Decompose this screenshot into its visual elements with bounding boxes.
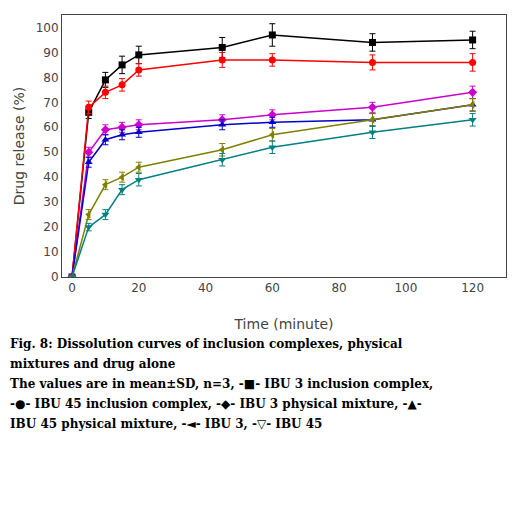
svg-text:Drug release (%): Drug release (%) <box>11 87 27 205</box>
svg-text:80: 80 <box>331 281 346 295</box>
svg-text:100: 100 <box>36 21 59 35</box>
svg-text:60: 60 <box>265 281 280 295</box>
svg-text:30: 30 <box>43 195 58 209</box>
svg-text:50: 50 <box>43 145 58 159</box>
svg-text:10: 10 <box>43 245 58 259</box>
svg-text:Fig. 8: Dissolution curves of: Fig. 8: Dissolution curves of inclusion … <box>10 337 403 351</box>
svg-text:80: 80 <box>43 71 58 85</box>
svg-text:90: 90 <box>43 46 58 60</box>
svg-text:mixtures and drug alone: mixtures and drug alone <box>10 357 176 371</box>
svg-text:0: 0 <box>68 281 76 295</box>
svg-text:0: 0 <box>51 270 59 284</box>
svg-text:20: 20 <box>131 281 146 295</box>
svg-text:40: 40 <box>198 281 213 295</box>
svg-text:60: 60 <box>43 120 58 134</box>
svg-text:Time (minute): Time (minute) <box>233 316 333 332</box>
svg-text:The values are in mean±SD, n=3: The values are in mean±SD, n=3, -■- IBU … <box>10 377 433 391</box>
svg-text:40: 40 <box>43 170 58 184</box>
svg-text:-●- IBU 45 inclusion complex,: -●- IBU 45 inclusion complex, -◆- IBU 3 … <box>10 397 422 411</box>
svg-text:20: 20 <box>43 220 58 234</box>
svg-text:IBU 45 physical mixture, -◄- I: IBU 45 physical mixture, -◄- IBU 3, -▽- … <box>10 417 322 431</box>
svg-text:70: 70 <box>43 96 58 110</box>
svg-text:100: 100 <box>394 281 417 295</box>
svg-text:120: 120 <box>461 281 484 295</box>
